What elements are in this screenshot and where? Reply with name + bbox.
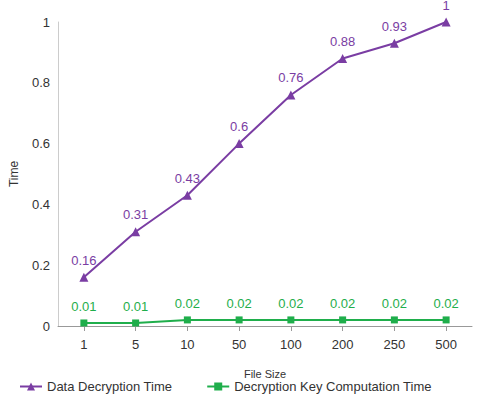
svg-text:1: 1: [80, 337, 87, 352]
svg-text:0.02: 0.02: [330, 296, 355, 311]
svg-text:Time: Time: [7, 161, 21, 188]
svg-text:0.16: 0.16: [71, 253, 96, 268]
svg-text:File Size: File Size: [244, 368, 286, 380]
svg-text:10: 10: [180, 337, 194, 352]
svg-text:0.6: 0.6: [230, 119, 248, 134]
svg-text:0.02: 0.02: [382, 296, 407, 311]
svg-text:1: 1: [443, 0, 450, 13]
svg-text:100: 100: [280, 337, 302, 352]
svg-text:500: 500: [435, 337, 457, 352]
svg-text:0.01: 0.01: [71, 299, 96, 314]
svg-text:Decryption Key Computation Tim: Decryption Key Computation Time: [234, 379, 431, 394]
svg-text:0.6: 0.6: [32, 136, 50, 151]
svg-text:0.31: 0.31: [123, 207, 148, 222]
svg-text:0.76: 0.76: [278, 70, 303, 85]
svg-text:0.43: 0.43: [175, 171, 200, 186]
svg-text:50: 50: [232, 337, 246, 352]
svg-text:250: 250: [384, 337, 406, 352]
svg-text:Data Decryption Time: Data Decryption Time: [47, 379, 172, 394]
svg-text:0.02: 0.02: [433, 296, 458, 311]
svg-text:5: 5: [132, 337, 139, 352]
svg-text:0.02: 0.02: [278, 296, 303, 311]
svg-text:0.93: 0.93: [382, 19, 407, 34]
svg-text:200: 200: [332, 337, 354, 352]
svg-text:0.01: 0.01: [123, 299, 148, 314]
svg-text:0: 0: [43, 319, 50, 334]
svg-text:0.02: 0.02: [175, 296, 200, 311]
svg-text:0.88: 0.88: [330, 34, 355, 49]
svg-text:1: 1: [43, 15, 50, 30]
svg-text:0.2: 0.2: [32, 258, 50, 273]
svg-text:0.4: 0.4: [32, 197, 50, 212]
svg-text:0.02: 0.02: [226, 296, 251, 311]
svg-text:0.8: 0.8: [32, 75, 50, 90]
